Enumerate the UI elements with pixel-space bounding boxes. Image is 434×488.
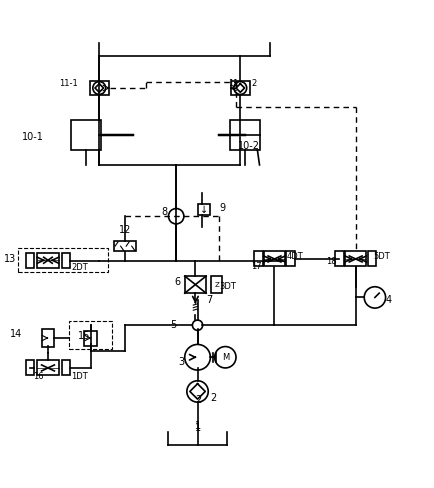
Text: 9: 9 [219, 203, 225, 213]
Text: 2: 2 [195, 395, 202, 405]
Bar [42, 329, 54, 346]
Bar [185, 276, 206, 293]
Text: Z: Z [214, 282, 219, 287]
Text: 18: 18 [326, 257, 336, 265]
Bar [26, 361, 34, 375]
Text: 5DT: 5DT [374, 252, 390, 261]
Bar [368, 251, 376, 266]
Bar [72, 120, 102, 150]
Circle shape [192, 320, 203, 330]
Text: 2DT: 2DT [72, 263, 88, 272]
Text: 1DT: 1DT [72, 372, 88, 381]
Text: 4: 4 [385, 295, 392, 305]
Text: 17: 17 [251, 262, 262, 271]
Text: 3: 3 [179, 357, 185, 366]
Text: 3DT: 3DT [219, 282, 236, 291]
Text: 7: 7 [206, 295, 212, 305]
Text: 12: 12 [119, 225, 131, 235]
Bar [84, 330, 97, 346]
Text: 11: 11 [228, 79, 238, 88]
Bar [37, 361, 59, 375]
Bar [37, 253, 59, 268]
Circle shape [215, 346, 236, 368]
Bar [345, 251, 366, 266]
Text: 15: 15 [78, 331, 90, 341]
Circle shape [185, 345, 210, 370]
Circle shape [93, 81, 105, 94]
Text: 16: 16 [33, 372, 44, 381]
Bar [26, 253, 34, 268]
Text: 11-1: 11-1 [59, 79, 78, 88]
Text: 10-1: 10-1 [22, 132, 44, 142]
Text: 14: 14 [10, 329, 22, 339]
Bar [264, 251, 285, 266]
Bar [114, 241, 135, 251]
Text: 2: 2 [251, 79, 256, 88]
Text: M: M [222, 353, 229, 362]
Text: 2: 2 [210, 393, 217, 403]
Bar [335, 251, 344, 266]
Text: 13: 13 [3, 254, 16, 264]
Text: 5: 5 [170, 320, 176, 330]
Bar [90, 81, 109, 96]
Bar [18, 248, 108, 272]
Bar [62, 361, 70, 375]
Text: 8: 8 [161, 207, 168, 217]
Text: ↓: ↓ [200, 205, 208, 215]
Circle shape [168, 208, 184, 224]
Circle shape [234, 81, 247, 94]
Bar [211, 276, 222, 293]
Text: 1: 1 [194, 423, 201, 433]
Bar [197, 204, 210, 215]
Text: 4DT: 4DT [286, 252, 303, 261]
Bar [254, 251, 263, 266]
Circle shape [187, 381, 208, 402]
Text: 6: 6 [174, 278, 181, 287]
Bar [231, 81, 250, 96]
Bar [286, 251, 295, 266]
Bar [230, 120, 260, 150]
Text: 1: 1 [195, 421, 201, 430]
Bar [69, 321, 112, 349]
Circle shape [364, 287, 385, 308]
Text: 10-2: 10-2 [238, 142, 260, 151]
Bar [62, 253, 70, 268]
